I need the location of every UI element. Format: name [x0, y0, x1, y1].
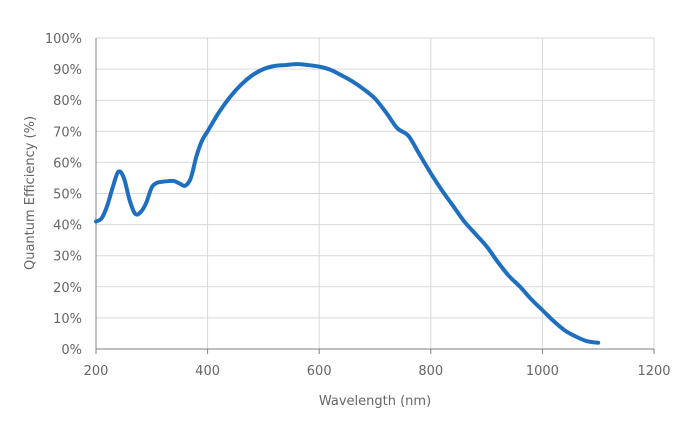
x-tick-label: 200: [84, 364, 109, 379]
grid-lines: [96, 37, 655, 349]
y-tick-label: 20%: [53, 281, 82, 296]
axes: [95, 38, 655, 354]
data-series: [94, 62, 601, 345]
y-tick-labels: 0% 10% 20% 30% 40% 50% 60% 70% 80% 90% 100%: [45, 32, 82, 358]
x-axis-title: Wavelength (nm): [319, 394, 431, 409]
x-tick-label: 800: [418, 364, 443, 379]
y-tick-label: 70%: [53, 125, 82, 140]
x-tick-labels: 200 400 600 800 1000 1200: [84, 364, 671, 379]
y-tick-label: 90%: [53, 63, 82, 78]
y-tick-label: 50%: [53, 188, 82, 203]
x-tick-label: 1000: [526, 364, 559, 379]
x-tick-label: 400: [195, 364, 220, 379]
y-tick-label: 60%: [53, 156, 82, 171]
y-tick-label: 0%: [61, 343, 82, 358]
y-axis-title: Quantum Efficiency (%): [23, 116, 38, 270]
y-tick-label: 40%: [53, 219, 82, 234]
y-tick-label: 10%: [53, 312, 82, 327]
y-tick-label: 80%: [53, 94, 82, 109]
qe-series-line: [94, 62, 601, 345]
y-tick-label: 100%: [45, 32, 82, 47]
x-tick-label: 1200: [637, 364, 670, 379]
y-tick-label: 30%: [53, 250, 82, 265]
x-tick-label: 600: [307, 364, 332, 379]
